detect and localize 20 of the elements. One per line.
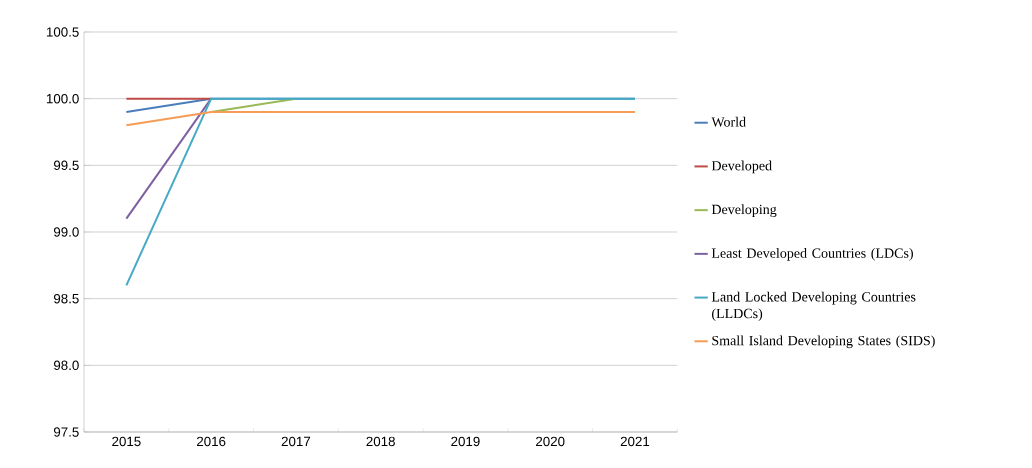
legend-label: World <box>711 116 746 127</box>
x-tick-label: 2016 <box>196 436 226 447</box>
x-tick-label: 2020 <box>536 436 565 447</box>
y-tick-label: 98.0 <box>53 360 79 371</box>
legend-label: Land Locked Developing Countries (LLDCs) <box>711 291 916 322</box>
y-tick-label: 99.5 <box>53 160 79 171</box>
y-tick-label: 98.5 <box>53 293 79 304</box>
y-tick-label: 97.5 <box>53 427 79 437</box>
x-tick-label: 2015 <box>112 436 141 447</box>
x-tick-label: 2017 <box>281 436 311 447</box>
legend-label: Small Island Developing States (SIDS) <box>712 335 935 349</box>
x-tick-label: 2019 <box>451 436 480 447</box>
x-tick-label: 2021 <box>620 436 650 447</box>
legend-label: Developing <box>711 204 777 218</box>
y-tick-label: 100.5 <box>46 27 79 37</box>
y-tick-label: 100.0 <box>46 93 79 104</box>
legend-label: Developed <box>711 160 772 174</box>
legend-label: Least Developed Countries (LDCs) <box>711 248 913 261</box>
x-tick-label: 2018 <box>366 436 395 447</box>
y-tick-label: 99.0 <box>53 227 79 237</box>
